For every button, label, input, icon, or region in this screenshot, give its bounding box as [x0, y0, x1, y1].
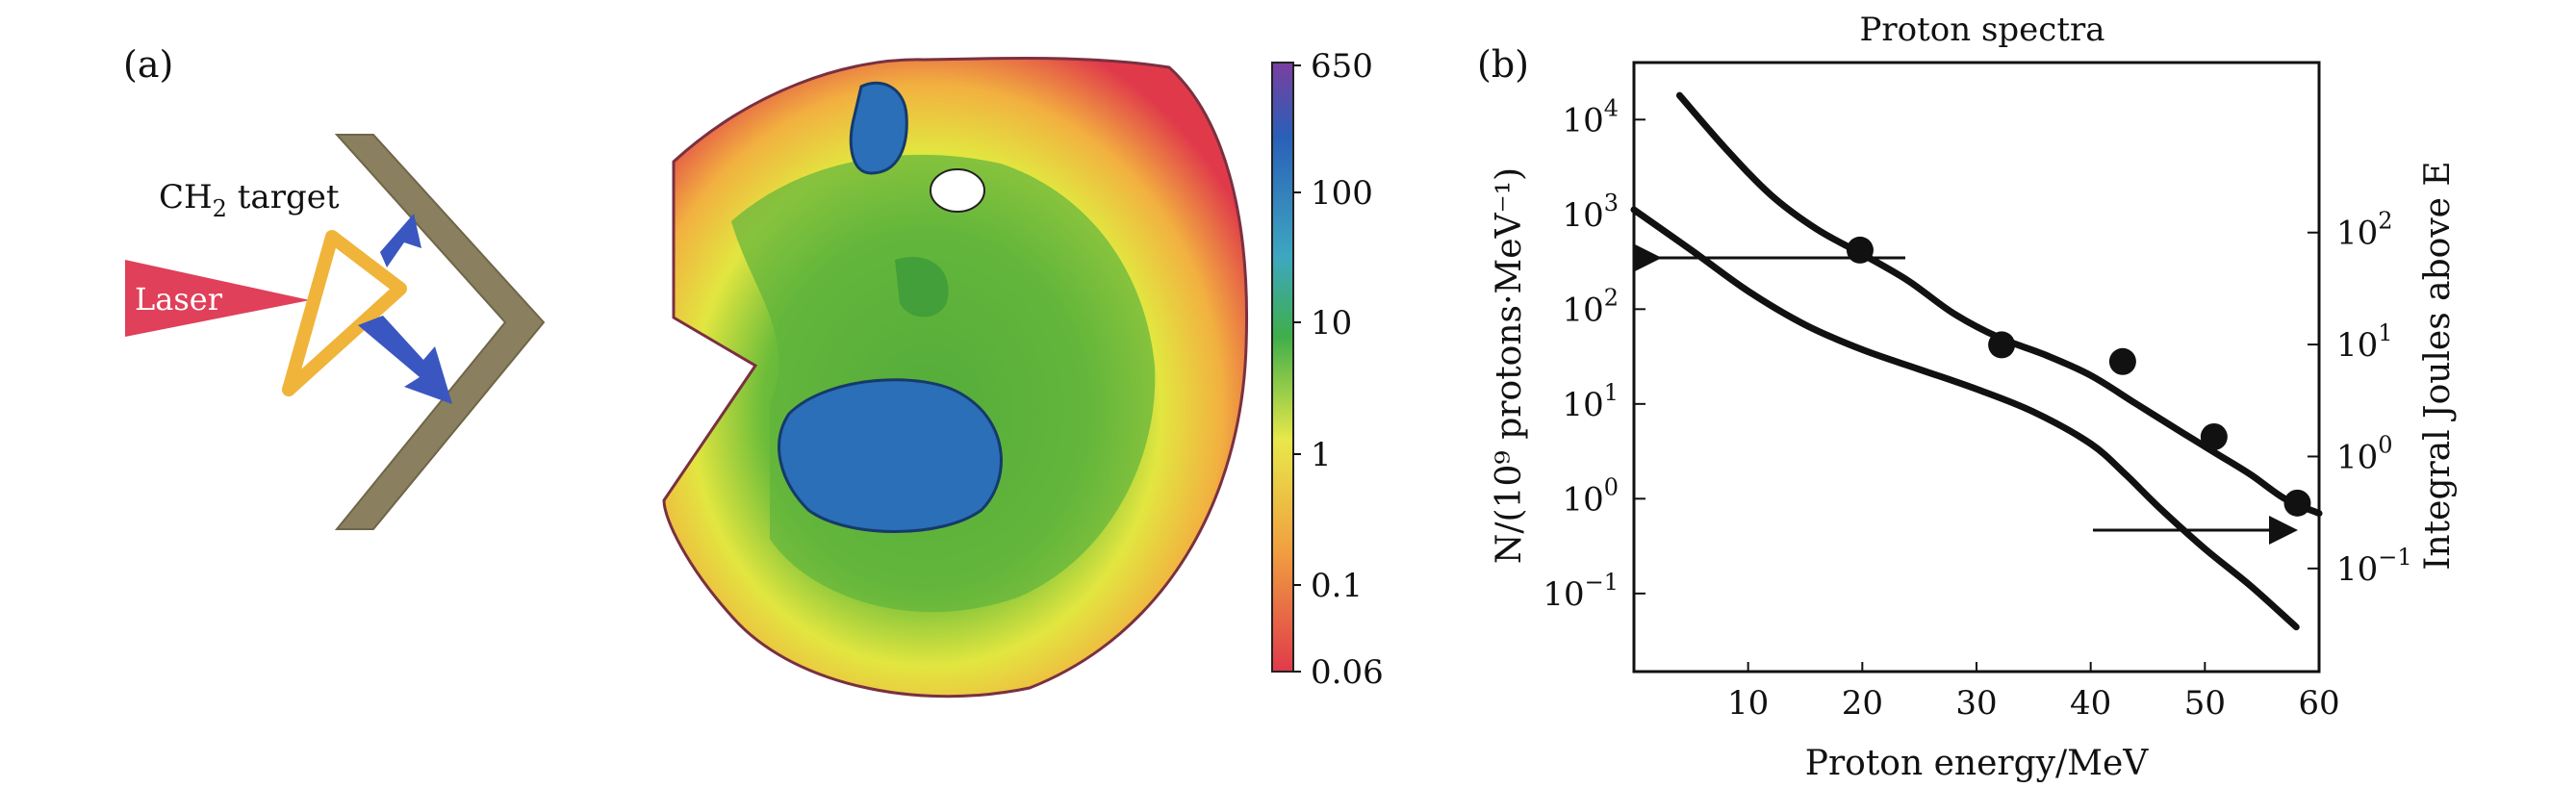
- panel-b-label: (b): [1477, 43, 1529, 86]
- y-left-tick-label: 10−1: [1543, 569, 1619, 614]
- data-point: [1988, 331, 2016, 359]
- x-axis-ticks: 10 20 30 40 50 60: [1727, 662, 2340, 723]
- y-right-tick-label: 101: [2336, 319, 2393, 365]
- colorbar-gradient: [1271, 62, 1294, 673]
- dose-contour-center: [895, 256, 949, 318]
- colorbar-tick-label: 100: [1311, 174, 1373, 213]
- y-left-axis-label: N/(10⁹ protons·MeV⁻¹): [1490, 167, 1529, 564]
- y-right-tick-label: 100: [2336, 431, 2393, 476]
- dose-contour-green: [731, 154, 1156, 613]
- data-point: [2108, 347, 2136, 375]
- y-right-axis-label: Integral Joules above E: [2418, 161, 2458, 570]
- plot-series: [1630, 91, 2323, 631]
- x-tick-label: 40: [2070, 684, 2111, 723]
- integral-energy-line: [1630, 206, 2300, 631]
- colorbar: 650 100 10 1 0.1 0.06: [1271, 47, 1384, 692]
- y-right-tick-label: 102: [2336, 208, 2393, 253]
- data-point: [2283, 489, 2311, 517]
- y-left-axis-ticks: 104 103 102 101 100 10−1: [1543, 94, 1645, 614]
- panel-a: (a) Laser CH2 target 650 100 10 1 0.1 0.06: [123, 43, 1384, 699]
- dose-hotspot-main: [778, 378, 1003, 533]
- x-tick-label: 30: [1955, 684, 1997, 723]
- laser-beam: [125, 260, 310, 337]
- colorbar-tick-label: 0.06: [1311, 653, 1384, 692]
- y-left-tick-label: 102: [1562, 284, 1619, 329]
- proton-arrow-lower: [358, 316, 452, 404]
- plot-frame: [1632, 61, 2321, 674]
- dose-map-hole: [930, 168, 985, 213]
- y-left-tick-label: 104: [1562, 94, 1619, 140]
- dose-hotspot-top: [849, 81, 908, 175]
- colorbar-ticks: 650 100 10 1 0.1 0.06: [1293, 47, 1384, 692]
- target-schematic: Laser CH2 target: [125, 134, 546, 530]
- panel-b: (b) Proton spectra 10 20 30 40 50 60 10410310…: [1477, 11, 2458, 783]
- v-shaped-foil: [334, 134, 546, 530]
- colorbar-tick-label: 0.1: [1311, 567, 1363, 605]
- x-tick-label: 60: [2298, 684, 2339, 723]
- x-tick-label: 50: [2184, 684, 2226, 723]
- x-tick-label: 10: [1727, 684, 1769, 723]
- proton-arrow-upper: [380, 214, 421, 267]
- y-left-tick-label: 100: [1562, 473, 1619, 519]
- x-tick-label: 20: [1842, 684, 1883, 723]
- dose-map: [662, 56, 1249, 699]
- y-right-axis-ticks: 102 101 100 10−1: [2308, 208, 2412, 589]
- proton-spectrum-line: [1675, 91, 2323, 518]
- ch2-target-triangle: [282, 230, 407, 396]
- laser-label: Laser: [135, 281, 223, 318]
- chart-title: Proton spectra: [1860, 11, 2105, 49]
- colorbar-tick-label: 1: [1311, 436, 1332, 474]
- panel-a-label: (a): [123, 43, 173, 86]
- target-label: CH2 target: [159, 178, 340, 222]
- x-axis-label: Proton energy/MeV: [1805, 744, 2150, 783]
- y-left-tick-label: 101: [1562, 379, 1619, 424]
- y-left-tick-label: 103: [1562, 190, 1619, 235]
- colorbar-tick-label: 10: [1311, 304, 1352, 343]
- y-right-tick-label: 10−1: [2336, 544, 2412, 589]
- data-point: [2200, 422, 2228, 450]
- colorbar-tick-label: 650: [1311, 47, 1373, 86]
- data-point: [1846, 236, 1874, 264]
